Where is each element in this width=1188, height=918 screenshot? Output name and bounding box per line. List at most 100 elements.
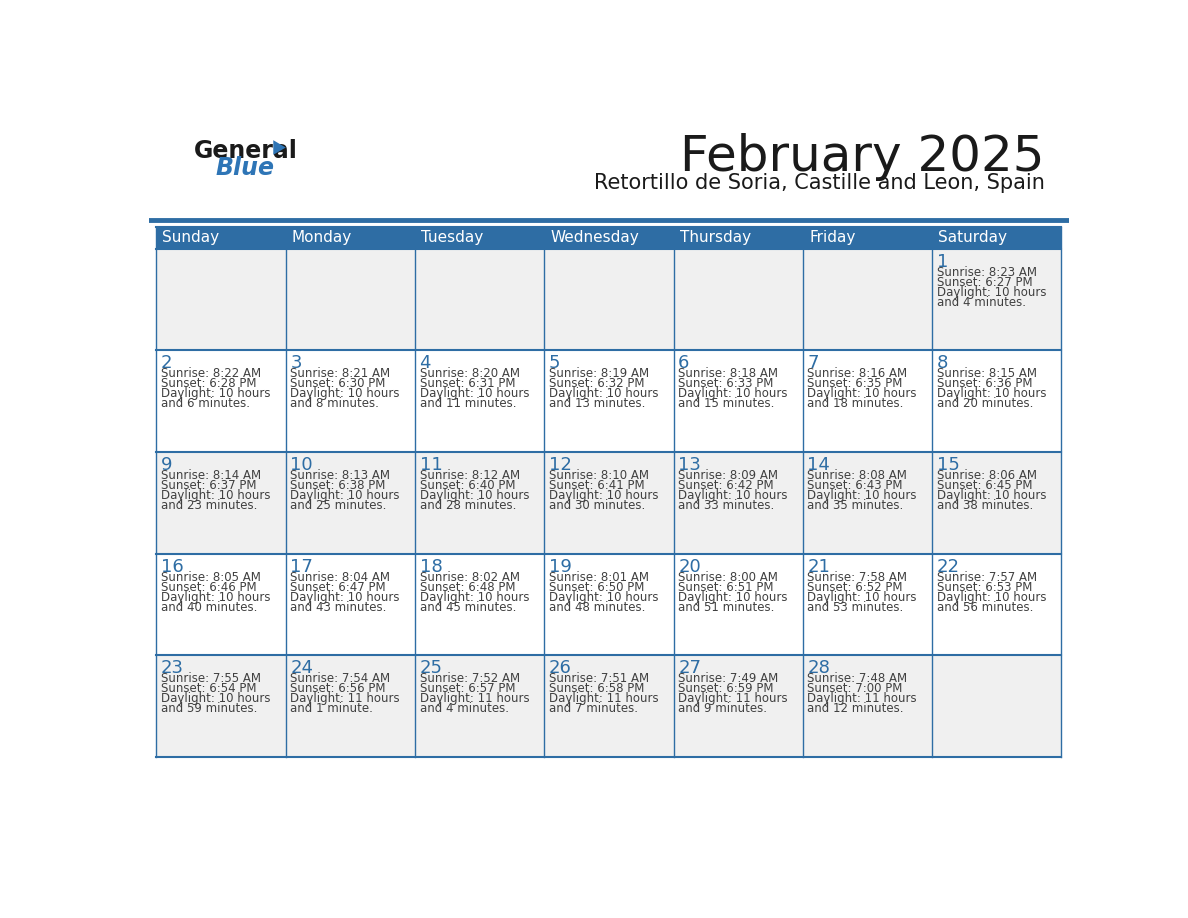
Text: Daylight: 10 hours: Daylight: 10 hours [160, 590, 271, 604]
Text: Sunset: 6:51 PM: Sunset: 6:51 PM [678, 580, 773, 594]
Text: Sunrise: 8:10 AM: Sunrise: 8:10 AM [549, 469, 649, 482]
Text: Daylight: 10 hours: Daylight: 10 hours [937, 285, 1047, 298]
Text: and 56 minutes.: and 56 minutes. [937, 600, 1034, 613]
Text: and 13 minutes.: and 13 minutes. [549, 397, 645, 410]
Text: Daylight: 10 hours: Daylight: 10 hours [419, 489, 529, 502]
Text: Sunset: 6:46 PM: Sunset: 6:46 PM [160, 580, 257, 594]
Text: and 15 minutes.: and 15 minutes. [678, 397, 775, 410]
Text: and 6 minutes.: and 6 minutes. [160, 397, 249, 410]
Text: and 12 minutes.: and 12 minutes. [808, 702, 904, 715]
Text: Sunrise: 7:49 AM: Sunrise: 7:49 AM [678, 672, 778, 685]
Text: 6: 6 [678, 354, 689, 373]
Text: Daylight: 10 hours: Daylight: 10 hours [160, 387, 271, 400]
Bar [674, 227, 803, 249]
Text: Sunset: 6:31 PM: Sunset: 6:31 PM [419, 377, 516, 390]
Text: 21: 21 [808, 557, 830, 576]
Text: Sunset: 6:47 PM: Sunset: 6:47 PM [290, 580, 386, 594]
Bar [157, 227, 285, 249]
Text: and 23 minutes.: and 23 minutes. [160, 499, 258, 512]
Text: Sunset: 6:48 PM: Sunset: 6:48 PM [419, 580, 516, 594]
Text: 15: 15 [937, 456, 960, 474]
Text: and 4 minutes.: and 4 minutes. [419, 702, 508, 715]
Text: Friday: Friday [809, 230, 855, 245]
Text: Daylight: 10 hours: Daylight: 10 hours [678, 590, 788, 604]
Text: Sunrise: 7:57 AM: Sunrise: 7:57 AM [937, 571, 1037, 584]
Text: Sunset: 6:33 PM: Sunset: 6:33 PM [678, 377, 773, 390]
Text: Daylight: 11 hours: Daylight: 11 hours [678, 692, 788, 705]
Text: 22: 22 [937, 557, 960, 576]
Bar [157, 351, 1061, 452]
Text: and 28 minutes.: and 28 minutes. [419, 499, 516, 512]
Text: 9: 9 [160, 456, 172, 474]
Text: Daylight: 10 hours: Daylight: 10 hours [419, 387, 529, 400]
Text: Daylight: 10 hours: Daylight: 10 hours [937, 387, 1047, 400]
Text: Sunset: 6:35 PM: Sunset: 6:35 PM [808, 377, 903, 390]
Text: and 59 minutes.: and 59 minutes. [160, 702, 258, 715]
Bar [285, 227, 415, 249]
Text: Sunset: 6:43 PM: Sunset: 6:43 PM [808, 479, 903, 492]
Text: and 11 minutes.: and 11 minutes. [419, 397, 516, 410]
Text: and 35 minutes.: and 35 minutes. [808, 499, 904, 512]
Text: Daylight: 10 hours: Daylight: 10 hours [549, 387, 658, 400]
Text: 8: 8 [937, 354, 948, 373]
Text: and 43 minutes.: and 43 minutes. [290, 600, 386, 613]
Text: 12: 12 [549, 456, 571, 474]
Text: Sunrise: 8:04 AM: Sunrise: 8:04 AM [290, 571, 390, 584]
Text: 28: 28 [808, 659, 830, 677]
Text: 19: 19 [549, 557, 571, 576]
Text: Sunset: 6:28 PM: Sunset: 6:28 PM [160, 377, 257, 390]
Text: Daylight: 10 hours: Daylight: 10 hours [937, 590, 1047, 604]
Text: February 2025: February 2025 [680, 133, 1044, 181]
Text: and 7 minutes.: and 7 minutes. [549, 702, 638, 715]
Text: Sunrise: 8:05 AM: Sunrise: 8:05 AM [160, 571, 261, 584]
Text: and 53 minutes.: and 53 minutes. [808, 600, 904, 613]
Text: and 1 minute.: and 1 minute. [290, 702, 373, 715]
Text: and 20 minutes.: and 20 minutes. [937, 397, 1034, 410]
Text: Sunset: 6:32 PM: Sunset: 6:32 PM [549, 377, 644, 390]
Text: Daylight: 10 hours: Daylight: 10 hours [937, 489, 1047, 502]
Text: Sunset: 6:41 PM: Sunset: 6:41 PM [549, 479, 644, 492]
Bar [933, 227, 1061, 249]
Text: Sunrise: 8:12 AM: Sunrise: 8:12 AM [419, 469, 519, 482]
Text: 25: 25 [419, 659, 442, 677]
Text: Sunrise: 8:01 AM: Sunrise: 8:01 AM [549, 571, 649, 584]
Text: Sunrise: 8:00 AM: Sunrise: 8:00 AM [678, 571, 778, 584]
Text: Daylight: 11 hours: Daylight: 11 hours [419, 692, 529, 705]
Text: 4: 4 [419, 354, 431, 373]
Text: 16: 16 [160, 557, 184, 576]
Text: 14: 14 [808, 456, 830, 474]
Text: Sunrise: 8:19 AM: Sunrise: 8:19 AM [549, 367, 649, 380]
Bar [157, 249, 1061, 351]
Text: Sunrise: 8:09 AM: Sunrise: 8:09 AM [678, 469, 778, 482]
Text: Sunrise: 8:08 AM: Sunrise: 8:08 AM [808, 469, 908, 482]
Text: and 30 minutes.: and 30 minutes. [549, 499, 645, 512]
Text: Sunrise: 7:55 AM: Sunrise: 7:55 AM [160, 672, 261, 685]
Text: Sunrise: 7:52 AM: Sunrise: 7:52 AM [419, 672, 519, 685]
Text: Sunset: 6:58 PM: Sunset: 6:58 PM [549, 682, 644, 695]
Text: Daylight: 10 hours: Daylight: 10 hours [808, 387, 917, 400]
Bar [157, 452, 1061, 554]
Text: Blue: Blue [215, 156, 274, 180]
Text: Sunset: 6:59 PM: Sunset: 6:59 PM [678, 682, 773, 695]
Text: 3: 3 [290, 354, 302, 373]
Text: and 45 minutes.: and 45 minutes. [419, 600, 516, 613]
Text: Sunrise: 8:21 AM: Sunrise: 8:21 AM [290, 367, 391, 380]
Text: 5: 5 [549, 354, 561, 373]
Text: Daylight: 10 hours: Daylight: 10 hours [549, 590, 658, 604]
Text: and 9 minutes.: and 9 minutes. [678, 702, 767, 715]
Text: Sunset: 6:30 PM: Sunset: 6:30 PM [290, 377, 386, 390]
Bar [415, 227, 544, 249]
Text: and 8 minutes.: and 8 minutes. [290, 397, 379, 410]
Text: Tuesday: Tuesday [421, 230, 484, 245]
Text: General: General [194, 140, 297, 163]
Bar [157, 554, 1061, 655]
Text: Sunset: 6:57 PM: Sunset: 6:57 PM [419, 682, 516, 695]
Text: and 40 minutes.: and 40 minutes. [160, 600, 258, 613]
Text: Daylight: 10 hours: Daylight: 10 hours [290, 387, 399, 400]
Text: Sunset: 6:36 PM: Sunset: 6:36 PM [937, 377, 1032, 390]
Text: Daylight: 10 hours: Daylight: 10 hours [678, 489, 788, 502]
Text: Sunrise: 8:18 AM: Sunrise: 8:18 AM [678, 367, 778, 380]
Text: Sunrise: 8:06 AM: Sunrise: 8:06 AM [937, 469, 1037, 482]
Text: 27: 27 [678, 659, 701, 677]
Text: Sunset: 6:40 PM: Sunset: 6:40 PM [419, 479, 516, 492]
